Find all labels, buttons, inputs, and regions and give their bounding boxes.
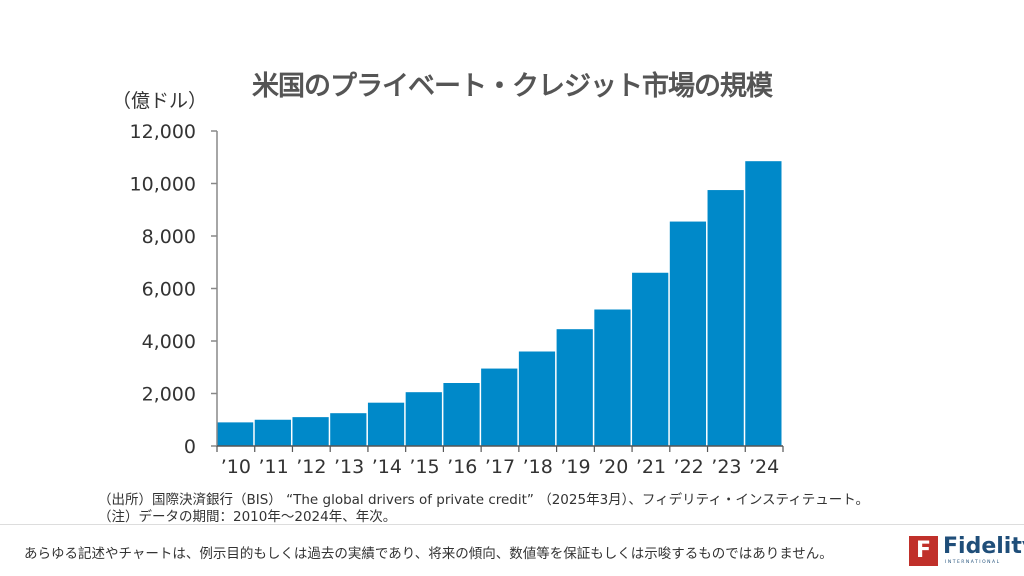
y-tick-label: 6,000 [142, 279, 196, 301]
y-tick-label: 12,000 [130, 121, 196, 143]
disclaimer: あらゆる記述やチャートは、例示目的もしくは過去の実績であり、将来の傾向、数値等を… [24, 546, 833, 562]
x-tick-label: ’15 [409, 456, 439, 478]
x-tick-label: ’16 [447, 456, 477, 478]
x-tick-label: ’20 [598, 456, 628, 478]
fidelity-logo: F Fidelity INTERNATIONAL [909, 534, 1024, 568]
x-tick-label: ’10 [221, 456, 251, 478]
y-tick-label: 0 [184, 436, 196, 458]
bar [745, 161, 782, 446]
x-tick-label: ’23 [711, 456, 741, 478]
logo-mark-icon: F [909, 536, 938, 566]
x-tick-label: ’19 [560, 456, 590, 478]
bar [481, 368, 518, 446]
y-axis-unit: （億ドル） [112, 90, 208, 112]
bar [518, 351, 556, 446]
data-note: （注）データの期間：2010年～2024年、年次。 [98, 509, 397, 525]
bar [292, 417, 329, 446]
x-tick-label: ’18 [523, 456, 553, 478]
bar [367, 402, 405, 446]
bar [669, 221, 707, 446]
bar [405, 392, 442, 446]
chart-title: 米国のプライベート・クレジット市場の規模 [252, 71, 773, 102]
bar [594, 309, 631, 446]
bar [254, 419, 291, 446]
y-tick-label: 4,000 [142, 331, 196, 353]
x-tick-label: ’13 [334, 456, 364, 478]
y-tick-label: 2,000 [142, 384, 196, 406]
bar [632, 272, 669, 446]
x-tick-label: ’17 [485, 456, 515, 478]
divider [0, 524, 1024, 525]
bar [556, 329, 593, 446]
x-tick-label: ’14 [372, 456, 402, 478]
x-tick-label: ’21 [636, 456, 666, 478]
x-tick-label: ’24 [749, 456, 779, 478]
y-tick-label: 10,000 [130, 174, 196, 196]
bar [330, 413, 367, 446]
bar [443, 383, 480, 446]
bar [707, 190, 744, 446]
x-tick-label: ’22 [674, 456, 704, 478]
x-tick-label: ’12 [296, 456, 326, 478]
x-tick-label: ’11 [258, 456, 288, 478]
bar [217, 422, 254, 446]
source-note: （出所）国際決済銀行（BIS） “The global drivers of p… [98, 492, 869, 508]
y-tick-label: 8,000 [142, 226, 196, 248]
